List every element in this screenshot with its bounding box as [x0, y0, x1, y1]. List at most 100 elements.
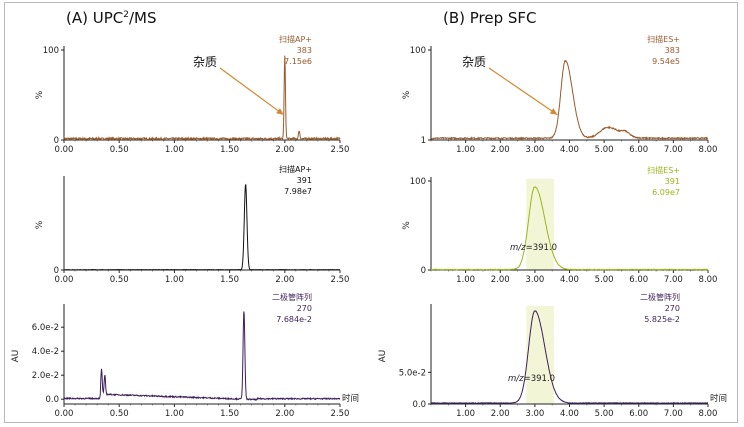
x-tick-label: 0.00	[55, 409, 74, 419]
y-axis-label: %	[35, 90, 45, 99]
mz-label: m/z=391.0	[510, 243, 557, 253]
x-tick-label: 1.00	[456, 409, 475, 419]
mz-prefix: m/z	[510, 243, 526, 253]
trace-B1	[430, 59, 709, 141]
x-axis-unit: 时间	[342, 393, 359, 404]
x-tick-label: 2.00	[275, 145, 294, 155]
y-tick-label: 1	[421, 136, 426, 146]
y-tick-label: 4.0e-2	[32, 347, 59, 357]
legend-line: 383	[665, 46, 680, 55]
annotation-arrowhead	[549, 108, 558, 115]
legend-line: 扫描ES+	[647, 34, 680, 44]
trace-B3	[430, 310, 709, 405]
x-tick-label: 1.50	[220, 409, 239, 419]
x-tick-label: 5.00	[595, 145, 614, 155]
trace-A2	[63, 183, 341, 271]
y-tick-label: 6.0e-2	[32, 323, 59, 333]
annotation-arrowhead	[276, 108, 284, 115]
y-axis-label: %	[402, 90, 412, 99]
chart-A1: 0.00 0.50 1.00 1.50 2.00 2.50 0 100% 扫描AP+ 383 7.1…	[35, 34, 349, 155]
x-tick-label: 2.00	[491, 409, 510, 419]
legend-line: 270	[297, 304, 312, 313]
y-tick-label: 100	[410, 46, 426, 56]
x-tick-label: 1.00	[456, 275, 475, 285]
annotation-label: 杂质	[193, 55, 217, 69]
x-tick-label: 8.00	[699, 275, 718, 285]
x-tick-label: 1.50	[220, 145, 239, 155]
chart-B1: 1.00 2.00 3.00 4.00 5.00 6.00 7.00 8.00 1 100% 扫描E…	[402, 34, 717, 155]
y-tick-label: 0.0	[45, 395, 59, 405]
y-tick-label: 100	[43, 46, 59, 56]
y-tick-label: 2.0e-2	[32, 371, 59, 381]
x-tick-label: 0.50	[110, 409, 129, 419]
y-tick-label: 0	[421, 266, 426, 276]
left-title-prefix: (A) UPC	[66, 9, 124, 27]
chart-B3: 1.00 2.00 3.00 4.00 5.00 6.00 7.00 8.00 0.0 5.0e-…	[378, 292, 727, 419]
legend-line: 扫描ES+	[647, 165, 680, 175]
x-axis-unit: 时间	[710, 393, 727, 404]
y-tick-label: 100	[410, 177, 426, 187]
x-tick-label: 1.00	[165, 275, 184, 285]
left-title-suffix: /MS	[128, 9, 157, 27]
y-tick-label: 0	[54, 136, 59, 146]
x-tick-label: 7.00	[664, 409, 683, 419]
x-tick-label: 4.00	[560, 275, 579, 285]
annotation-arrow	[219, 67, 285, 116]
x-tick-label: 0.50	[110, 145, 129, 155]
mz-prefix: m/z	[508, 374, 524, 384]
x-tick-label: 2.50	[331, 145, 350, 155]
x-tick-label: 3.00	[525, 275, 544, 285]
y-axis-label: %	[35, 220, 45, 229]
left-panel-title: (A) UPC2/MS	[66, 9, 157, 27]
y-tick-label: 5.0e-2	[399, 368, 426, 378]
trace-A1	[63, 55, 341, 142]
x-tick-label: 1.00	[456, 145, 475, 155]
x-tick-label: 6.00	[629, 275, 648, 285]
legend-line: 5.825e-2	[644, 315, 680, 324]
x-tick-label: 1.00	[165, 145, 184, 155]
x-tick-label: 1.50	[220, 275, 239, 285]
legend-line: 383	[297, 46, 312, 55]
x-tick-label: 1.00	[165, 409, 184, 419]
x-tick-label: 4.00	[560, 145, 579, 155]
legend-line: 二极管阵列	[640, 292, 680, 302]
x-tick-label: 2.50	[331, 409, 350, 419]
x-tick-label: 6.00	[629, 409, 648, 419]
y-axis-label: %	[402, 221, 412, 230]
x-tick-label: 0.50	[110, 275, 129, 285]
chart-B2: 1.00 2.00 3.00 4.00 5.00 6.00 7.00 8.00 0 100% 扫描E…	[402, 165, 717, 285]
legend-line: 6.09e7	[652, 188, 680, 197]
legend-line: 扫描AP+	[279, 34, 312, 44]
mz-value: =391.0	[526, 243, 557, 253]
x-tick-label: 5.00	[595, 409, 614, 419]
legend-line: 7.15e6	[284, 57, 312, 66]
x-tick-label: 3.00	[525, 145, 544, 155]
x-tick-label: 2.00	[275, 275, 294, 285]
mz-value: =391.0	[524, 374, 555, 384]
x-tick-label: 2.00	[275, 409, 294, 419]
x-tick-label: 2.00	[491, 145, 510, 155]
y-tick-label: 0	[54, 266, 59, 276]
legend-line: 391	[297, 176, 312, 185]
figure-frame	[4, 2, 738, 423]
x-tick-label: 7.00	[664, 145, 683, 155]
legend-line: 9.54e5	[652, 57, 680, 66]
chart-A3: 0.00 0.50 1.00 1.50 2.00 2.50 0.0 2.0e-2 4.0e-2 6…	[11, 292, 359, 419]
x-tick-label: 0.00	[55, 145, 74, 155]
legend-line: 391	[665, 177, 680, 186]
x-tick-label: 0.00	[55, 275, 74, 285]
legend-line: 扫描AP+	[279, 164, 312, 174]
y-axis-label: AU	[378, 350, 388, 363]
legend-line: 二极管阵列	[272, 292, 312, 302]
highlight-band	[526, 179, 554, 270]
annotation-arrow	[488, 67, 558, 116]
x-tick-label: 2.50	[331, 275, 350, 285]
legend-line: 7.684e-2	[276, 315, 312, 324]
x-tick-label: 8.00	[699, 409, 718, 419]
legend-line: 270	[665, 304, 680, 313]
mz-label: m/z=391.0	[508, 374, 555, 384]
x-tick-label: 8.00	[699, 145, 718, 155]
left-title-superscript: 2	[123, 10, 129, 20]
trace-A3	[63, 311, 341, 402]
